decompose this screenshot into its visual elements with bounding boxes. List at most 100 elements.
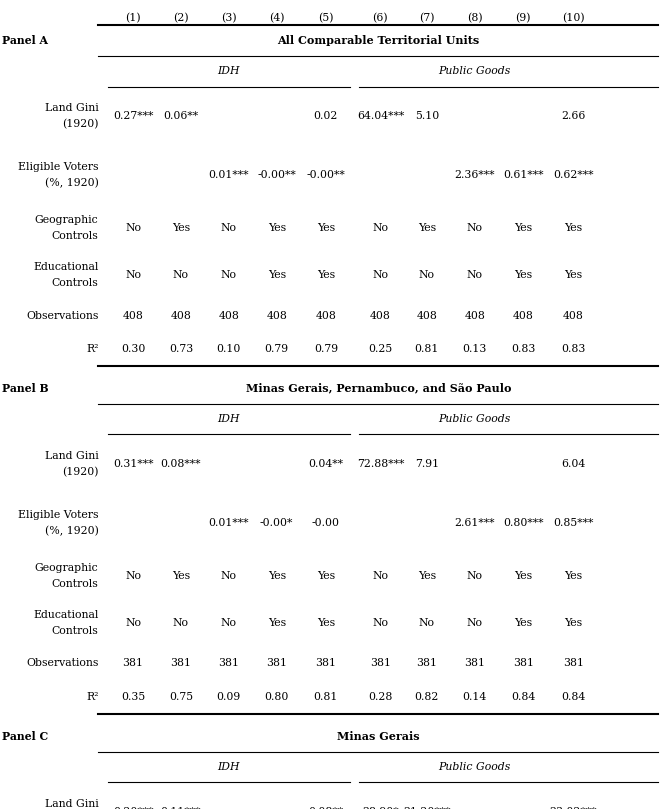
Text: No: No (125, 270, 141, 280)
Text: IDH: IDH (217, 414, 240, 424)
Text: No: No (372, 223, 388, 233)
Text: 408: 408 (266, 311, 287, 320)
Text: Eligible Voters: Eligible Voters (18, 510, 98, 520)
Text: 0.84: 0.84 (561, 693, 585, 702)
Text: 408: 408 (563, 311, 584, 320)
Text: Public Goods: Public Goods (439, 762, 511, 772)
Text: 0.04**: 0.04** (309, 459, 343, 469)
Text: Yes: Yes (317, 223, 335, 233)
Text: Panel B: Panel B (2, 383, 49, 394)
Text: Yes: Yes (514, 571, 533, 581)
Text: Yes: Yes (564, 270, 583, 280)
Text: No: No (467, 223, 483, 233)
Text: -0.00*: -0.00* (260, 518, 293, 528)
Text: 0.06**: 0.06** (164, 111, 198, 121)
Text: 381: 381 (218, 659, 239, 668)
Text: 0.08**: 0.08** (309, 807, 343, 809)
Text: Land Gini: Land Gini (45, 103, 98, 113)
Text: Yes: Yes (172, 571, 190, 581)
Text: Minas Gerais, Pernambuco, and São Paulo: Minas Gerais, Pernambuco, and São Paulo (245, 383, 511, 394)
Text: 381: 381 (513, 659, 534, 668)
Text: 0.84: 0.84 (511, 693, 535, 702)
Text: Yes: Yes (418, 223, 436, 233)
Text: Public Goods: Public Goods (439, 414, 511, 424)
Text: 0.09: 0.09 (217, 693, 241, 702)
Text: 0.83: 0.83 (561, 345, 585, 354)
Text: 23.02***: 23.02*** (549, 807, 597, 809)
Text: 2.66: 2.66 (561, 111, 585, 121)
Text: Yes: Yes (564, 571, 583, 581)
Text: Public Goods: Public Goods (439, 66, 511, 76)
Text: 0.31***: 0.31*** (113, 459, 153, 469)
Text: 0.10: 0.10 (217, 345, 241, 354)
Text: IDH: IDH (217, 762, 240, 772)
Text: Yes: Yes (514, 270, 533, 280)
Text: Observations: Observations (26, 311, 98, 320)
Text: 381: 381 (416, 659, 438, 668)
Text: No: No (221, 618, 237, 628)
Text: 72.88***: 72.88*** (356, 459, 404, 469)
Text: (1920): (1920) (62, 119, 98, 129)
Text: 0.25: 0.25 (368, 345, 392, 354)
Text: (3): (3) (221, 13, 237, 23)
Text: 0.20***: 0.20*** (113, 807, 153, 809)
Text: Controls: Controls (52, 278, 98, 288)
Text: R²: R² (86, 345, 98, 354)
Text: 381: 381 (370, 659, 391, 668)
Text: No: No (221, 571, 237, 581)
Text: Observations: Observations (26, 659, 98, 668)
Text: 408: 408 (416, 311, 438, 320)
Text: (9): (9) (515, 13, 531, 23)
Text: 381: 381 (170, 659, 192, 668)
Text: 0.85***: 0.85*** (553, 518, 593, 528)
Text: IDH: IDH (217, 66, 240, 76)
Text: 408: 408 (513, 311, 534, 320)
Text: -0.00: -0.00 (312, 518, 340, 528)
Text: 28.90*: 28.90* (362, 807, 399, 809)
Text: No: No (173, 270, 189, 280)
Text: 0.11***: 0.11*** (161, 807, 201, 809)
Text: 64.04***: 64.04*** (356, 111, 404, 121)
Text: Minas Gerais: Minas Gerais (337, 731, 420, 742)
Text: Educational: Educational (33, 610, 98, 620)
Text: Yes: Yes (564, 618, 583, 628)
Text: No: No (419, 270, 435, 280)
Text: 0.80: 0.80 (265, 693, 289, 702)
Text: No: No (372, 618, 388, 628)
Text: 0.35: 0.35 (121, 693, 145, 702)
Text: Geographic: Geographic (35, 215, 98, 225)
Text: 0.79: 0.79 (265, 345, 289, 354)
Text: Yes: Yes (317, 270, 335, 280)
Text: 0.79: 0.79 (314, 345, 338, 354)
Text: (1920): (1920) (62, 467, 98, 477)
Text: 6.04: 6.04 (561, 459, 585, 469)
Text: (%, 1920): (%, 1920) (45, 178, 98, 188)
Text: 381: 381 (315, 659, 336, 668)
Text: 0.73: 0.73 (169, 345, 193, 354)
Text: 0.14: 0.14 (463, 693, 487, 702)
Text: 0.82: 0.82 (415, 693, 439, 702)
Text: Controls: Controls (52, 626, 98, 636)
Text: R²: R² (86, 693, 98, 702)
Text: No: No (419, 618, 435, 628)
Text: 21.20***: 21.20*** (403, 807, 451, 809)
Text: Yes: Yes (317, 571, 335, 581)
Text: No: No (467, 571, 483, 581)
Text: 0.80***: 0.80*** (503, 518, 543, 528)
Text: 381: 381 (563, 659, 584, 668)
Text: 5.10: 5.10 (415, 111, 439, 121)
Text: 408: 408 (315, 311, 336, 320)
Text: No: No (125, 571, 141, 581)
Text: Yes: Yes (514, 223, 533, 233)
Text: Yes: Yes (418, 571, 436, 581)
Text: Yes: Yes (172, 223, 190, 233)
Text: (6): (6) (372, 13, 388, 23)
Text: 0.13: 0.13 (463, 345, 487, 354)
Text: Educational: Educational (33, 262, 98, 272)
Text: No: No (467, 270, 483, 280)
Text: (8): (8) (467, 13, 483, 23)
Text: No: No (221, 223, 237, 233)
Text: No: No (372, 571, 388, 581)
Text: (1): (1) (125, 13, 141, 23)
Text: -0.00**: -0.00** (257, 170, 296, 180)
